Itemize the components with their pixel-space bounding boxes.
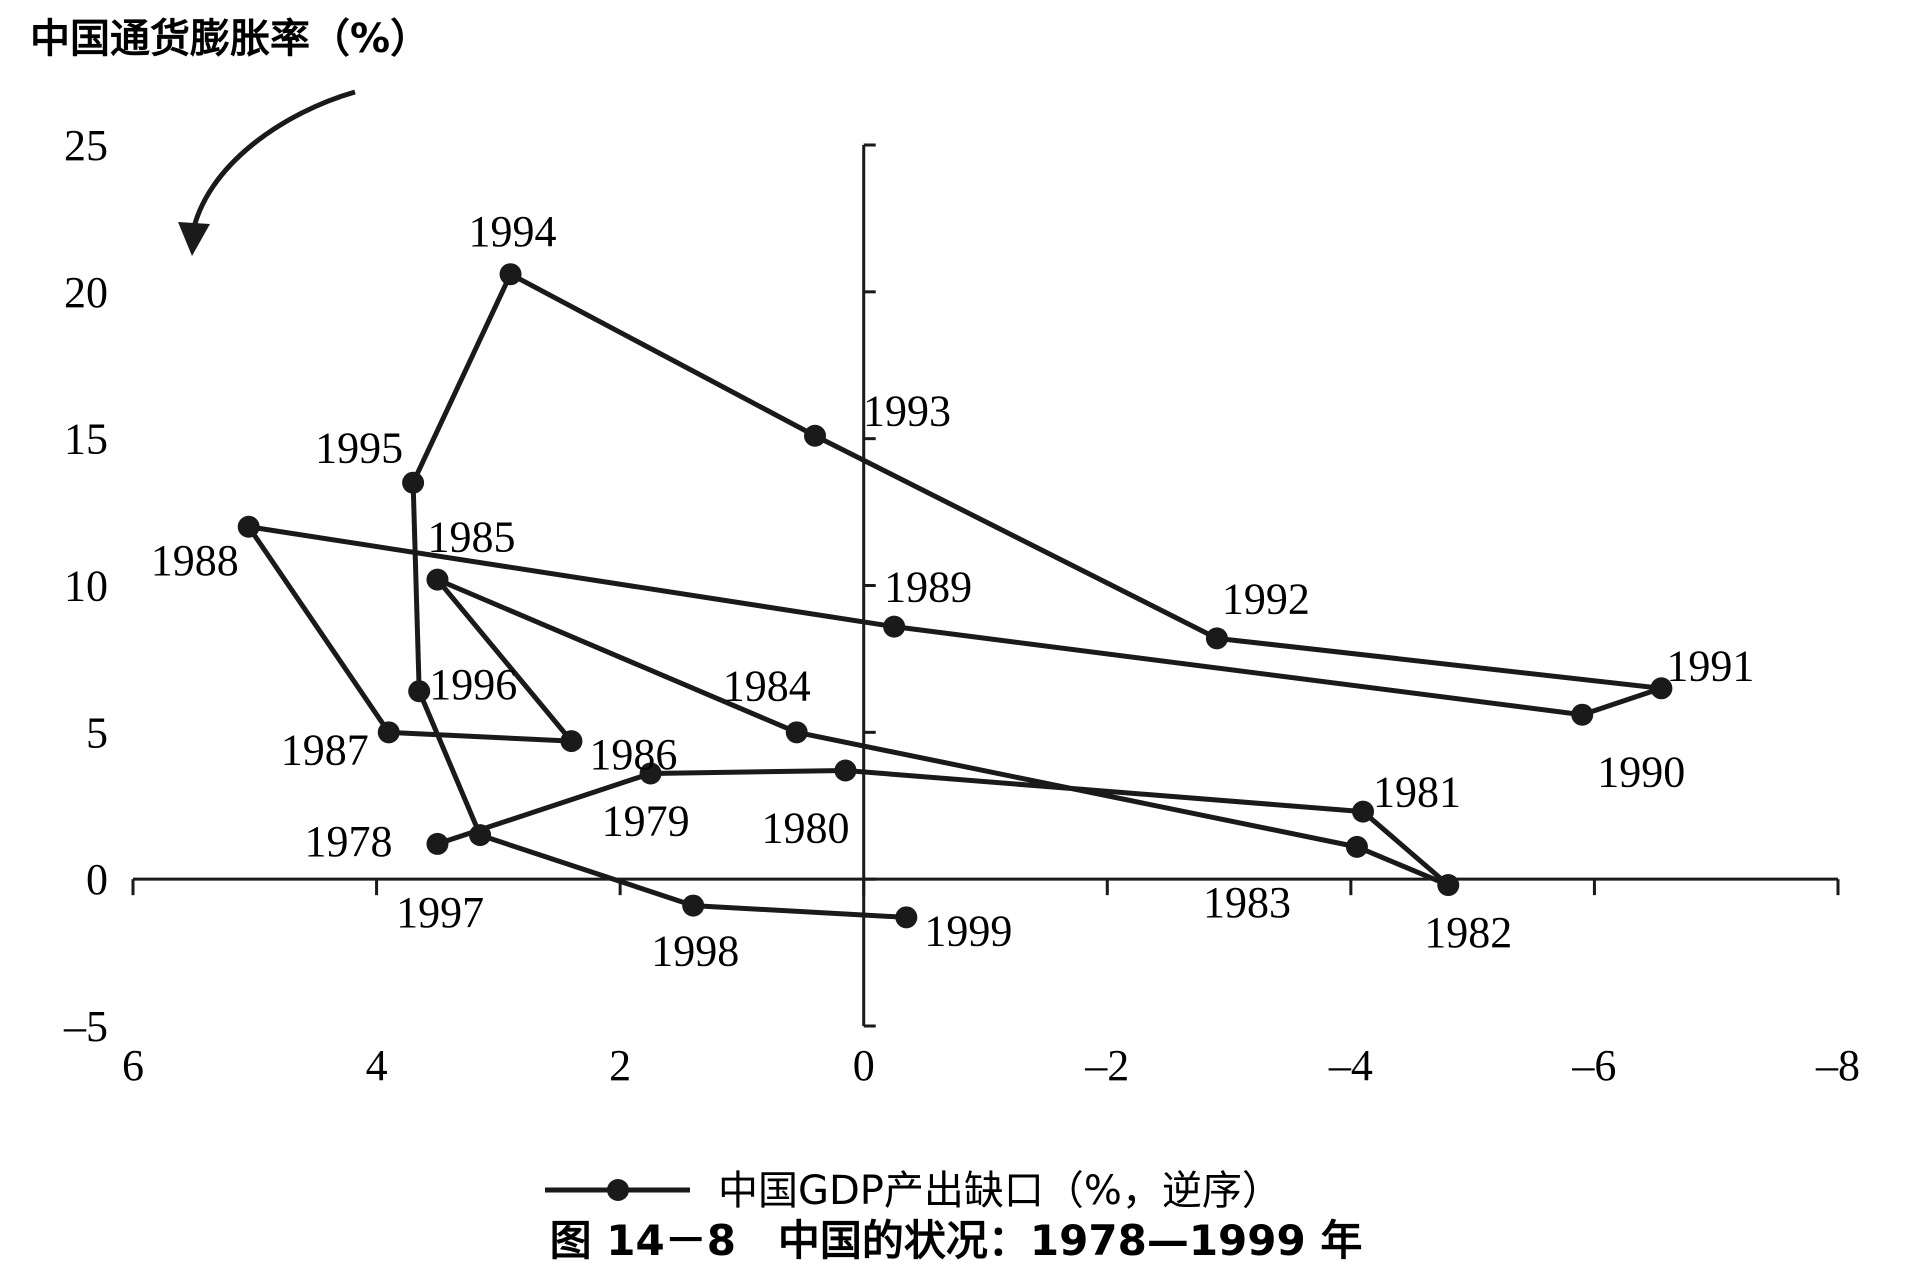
y-tick-label: 25 [64, 121, 108, 170]
data-point [469, 824, 492, 847]
point-label: 1981 [1373, 768, 1461, 817]
point-label: 1978 [304, 817, 392, 866]
x-tick-label: 6 [122, 1041, 144, 1090]
data-point [1571, 703, 1594, 726]
x-tick-label: 2 [609, 1041, 631, 1090]
point-label: 1998 [651, 927, 739, 976]
y-tick-label: –5 [63, 1002, 108, 1051]
x-tick-label: –4 [1328, 1041, 1373, 1090]
point-label: 1980 [761, 804, 849, 853]
y-axis-ticks: 25 20 15 10 5 0 –5 [63, 121, 876, 1051]
point-label: 1991 [1666, 641, 1754, 690]
data-point [1345, 835, 1368, 858]
curved-arrow-icon [189, 89, 356, 237]
data-point [402, 471, 425, 494]
point-label: 1997 [396, 888, 484, 937]
point-label: 1990 [1597, 748, 1685, 797]
legend-marker [607, 1179, 629, 1201]
y-tick-label: 20 [64, 268, 108, 317]
data-point [237, 515, 260, 538]
data-point [426, 568, 449, 591]
x-tick-label: 4 [366, 1041, 388, 1090]
data-points [237, 263, 1673, 929]
data-point [1650, 677, 1673, 700]
y-tick-label: 5 [86, 708, 108, 757]
figure-caption: 图 14－8 中国的状况：1978—1999 年 [550, 1216, 1363, 1265]
point-label: 1988 [151, 536, 239, 585]
y-axis-title: 中国通货膨胀率（%） [30, 16, 430, 62]
point-label: 1985 [427, 513, 515, 562]
y-tick-label: 10 [64, 562, 108, 611]
y-tick-label: 15 [64, 415, 108, 464]
data-point [883, 615, 906, 638]
x-axis-ticks: 6 4 2 0 –2 –4 –6 –8 [122, 879, 1860, 1090]
x-tick-label: –2 [1084, 1041, 1129, 1090]
legend: 中国GDP产出缺口（%，逆序） [545, 1168, 1282, 1214]
data-point [499, 263, 522, 286]
series-line [246, 271, 1664, 920]
data-point-labels: 1978 1979 1980 1981 1982 1983 1984 1985 1986 1987… [151, 207, 1755, 975]
point-label: 1992 [1222, 574, 1310, 623]
arrow-head-icon [178, 222, 210, 256]
data-point [426, 832, 449, 855]
point-label: 1994 [469, 207, 557, 256]
point-label: 1986 [589, 730, 677, 779]
legend-label: 中国GDP产出缺口（%，逆序） [718, 1168, 1282, 1214]
data-point [895, 906, 918, 929]
data-point [1437, 874, 1460, 897]
data-point [639, 762, 662, 785]
x-tick-label: –6 [1571, 1041, 1616, 1090]
data-point [1352, 800, 1375, 823]
data-point [377, 721, 400, 744]
point-label: 1983 [1203, 878, 1291, 927]
point-label: 1999 [924, 906, 1012, 955]
data-point [804, 424, 826, 447]
data-point [560, 730, 583, 753]
y-tick-label: 0 [86, 855, 108, 904]
point-label: 1996 [429, 660, 517, 709]
point-label: 1987 [281, 725, 369, 774]
axes [133, 145, 1838, 1026]
data-point [785, 721, 808, 744]
data-point [408, 680, 431, 703]
point-label: 1982 [1424, 908, 1512, 957]
x-tick-label: –8 [1815, 1041, 1860, 1090]
point-label: 1989 [884, 563, 972, 612]
point-label: 1995 [315, 424, 403, 473]
data-point [682, 894, 705, 917]
data-point [1205, 627, 1228, 650]
data-point [834, 759, 857, 782]
point-label: 1984 [723, 661, 811, 710]
x-tick-label: 0 [853, 1041, 875, 1090]
point-label: 1979 [602, 796, 690, 845]
point-label: 1993 [863, 387, 951, 436]
